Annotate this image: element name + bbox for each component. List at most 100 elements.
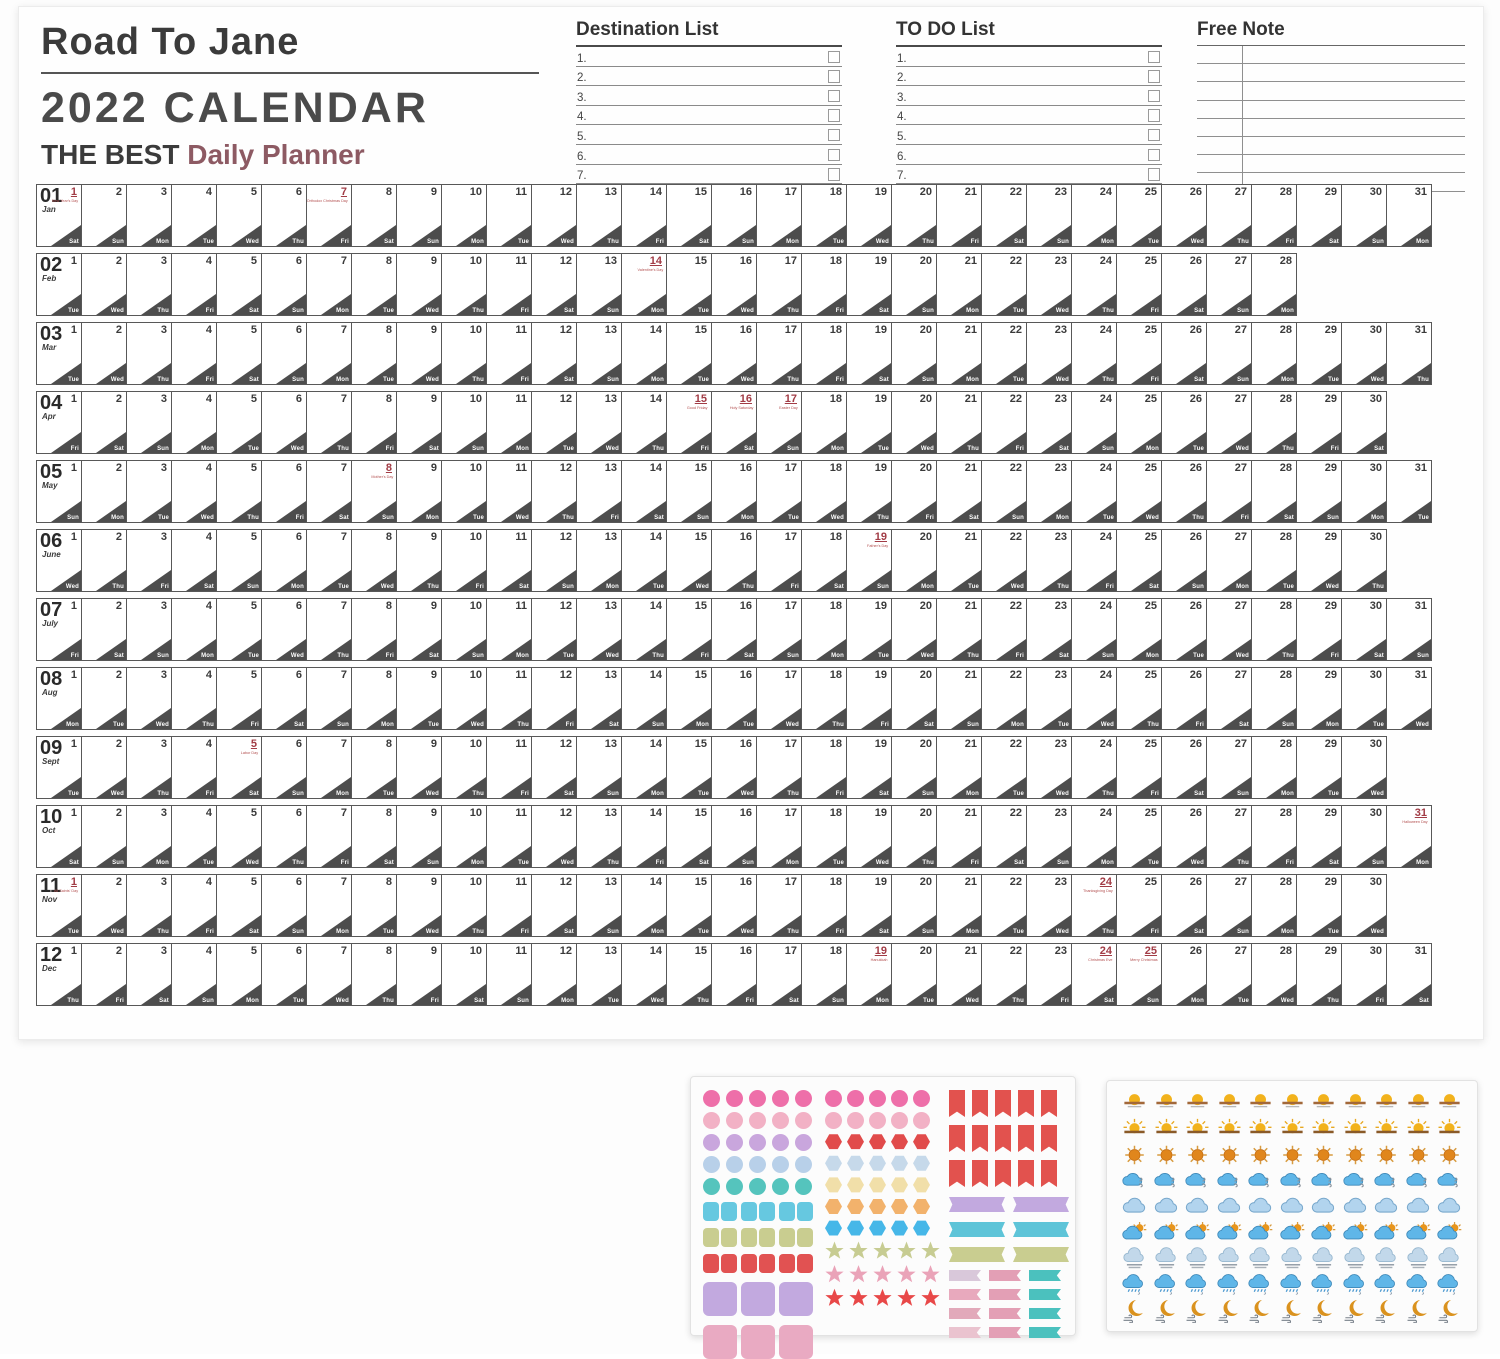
month-row-11: 11 Nov 1 All Saints' Day Tue 2 Wed 3 Thu 4 Fri 5 Sat… (36, 874, 1464, 937)
fog-icon (1436, 1247, 1463, 1271)
weekday-label: Fri (340, 859, 349, 866)
moon-wind-icon (1310, 1299, 1337, 1324)
weekday-triangle: Thu (276, 225, 306, 246)
day-number: 23 (1054, 393, 1067, 405)
day-cell: 25 Fri (1116, 322, 1162, 385)
weekday-triangle: Sat (1356, 432, 1386, 453)
day-number: 23 (1054, 807, 1067, 819)
month-name: Mar (42, 343, 57, 352)
weekday-triangle: Sat (141, 984, 171, 1005)
day-cell: 23 Mon (1026, 460, 1072, 523)
weekday-triangle: Tue (1176, 432, 1206, 453)
weekday-label: Mon (651, 928, 664, 935)
double-square-sticker (779, 1202, 813, 1221)
weekday-label: Sun (922, 928, 934, 935)
sq-sticker (703, 1202, 719, 1221)
weather-row (1121, 1142, 1463, 1168)
day-number: 21 (964, 462, 977, 474)
weekday-label: Wed (425, 376, 439, 383)
circle-sticker (703, 1178, 720, 1195)
weekday-label: Wed (425, 307, 439, 314)
day-cell: 28 Mon (1251, 253, 1297, 316)
day-cell: 6 Thu (261, 184, 307, 247)
rain-icon (1184, 1273, 1211, 1297)
weekday-label: Tue (968, 583, 979, 590)
day-number: 9 (430, 807, 437, 819)
day-number: 5 (250, 324, 257, 336)
day-number: 27 (1234, 324, 1247, 336)
day-number: 23 (1054, 669, 1067, 681)
weekday-label: Tue (833, 859, 844, 866)
day-cell: 20 Tue (891, 943, 937, 1006)
day-cell: 16 Sun (711, 805, 757, 868)
day-cell: 15 Sun (666, 460, 712, 523)
day-cell: 23 Thu (1026, 529, 1072, 592)
month-label: 01 Jan (40, 186, 62, 214)
day-cell: 14 Tue (621, 529, 667, 592)
day-cell: 15 Thu (666, 943, 712, 1006)
day-cell: 13 Sun (576, 253, 622, 316)
day-cell: 26 Tue (1161, 598, 1207, 661)
weekday-triangle: Tue (636, 570, 666, 591)
day-number: 12 (559, 324, 572, 336)
day-cell: 14 Thu (621, 598, 667, 661)
weekday-triangle: Wed (861, 846, 891, 867)
day-cell: 4 Fri (171, 322, 217, 385)
weekday-triangle: Thu (141, 777, 171, 798)
weekday-label: Sat (1329, 238, 1339, 245)
day-number: 4 (205, 876, 212, 888)
day-cell: 10 Mon (441, 184, 487, 247)
weekday-triangle: Sun (96, 225, 126, 246)
hexagon-sticker (913, 1155, 930, 1171)
weekday-triangle: Thu (456, 294, 486, 315)
sticker-sheet-weather (1106, 1080, 1478, 1332)
free-note-title: Free Note (1197, 19, 1465, 46)
day-number: 10 (469, 945, 482, 957)
weekday-label: Wed (920, 445, 934, 452)
sticker-col-right (949, 1090, 1069, 1338)
weekday-label: Sun (1057, 859, 1069, 866)
day-number: 27 (1234, 945, 1247, 957)
month-row-02: 02 Feb 1 Tue 2 Wed 3 Thu 4 Fri 5 Sat 6 Sun 7 Mon 8 Tue 9 We… (36, 253, 1464, 316)
weekday-triangle: Thu (1176, 501, 1206, 522)
weekday-triangle: Thu (1356, 570, 1386, 591)
day-cell: 25 Wed (1116, 460, 1162, 523)
todo-number: 7. (897, 170, 907, 183)
day-cell: 7 Thu (306, 598, 352, 661)
weather-row (1121, 1272, 1463, 1298)
day-number: 15 (694, 324, 707, 336)
weekday-triangle: Wed (861, 225, 891, 246)
weekday-label: Tue (1013, 376, 1024, 383)
day-cell: 4 Wed (171, 460, 217, 523)
windy-cloud-icon (1436, 1169, 1463, 1193)
cloud-icon (1184, 1195, 1211, 1219)
weekday-triangle: Sun (231, 570, 261, 591)
hexagon-sticker (869, 1198, 886, 1214)
hexagon-sticker (869, 1155, 886, 1171)
day-number: 22 (1009, 945, 1022, 957)
weekday-label: Wed (335, 997, 349, 1004)
sunrise-icon (1279, 1117, 1306, 1141)
destination-number: 6. (577, 150, 587, 163)
moon-wind-icon (1436, 1299, 1463, 1324)
weekday-label: Mon (1011, 721, 1024, 728)
day-cell: 22 Mon (981, 667, 1027, 730)
day-cell: 11 Fri (486, 253, 532, 316)
day-number: 7 (340, 600, 347, 612)
day-cell: 24 Thu (1071, 322, 1117, 385)
weekday-label: Sun (742, 238, 754, 245)
weekday-triangle: Tue (1311, 777, 1341, 798)
circle-sticker (913, 1111, 930, 1129)
day-cell: 20 Sun (891, 253, 937, 316)
weekday-label: Tue (563, 652, 574, 659)
weekday-label: Tue (698, 376, 709, 383)
pill-row (703, 1228, 813, 1247)
sun-icon (1247, 1143, 1274, 1167)
weekday-triangle: Fri (186, 915, 216, 936)
weekday-label: Fri (1195, 721, 1204, 728)
weekday-triangle: Sat (861, 777, 891, 798)
day-cell: 27 Sun (1206, 874, 1252, 937)
day-number: 11 (515, 807, 527, 819)
day-number: 27 (1234, 876, 1247, 888)
day-number: 20 (919, 531, 932, 543)
